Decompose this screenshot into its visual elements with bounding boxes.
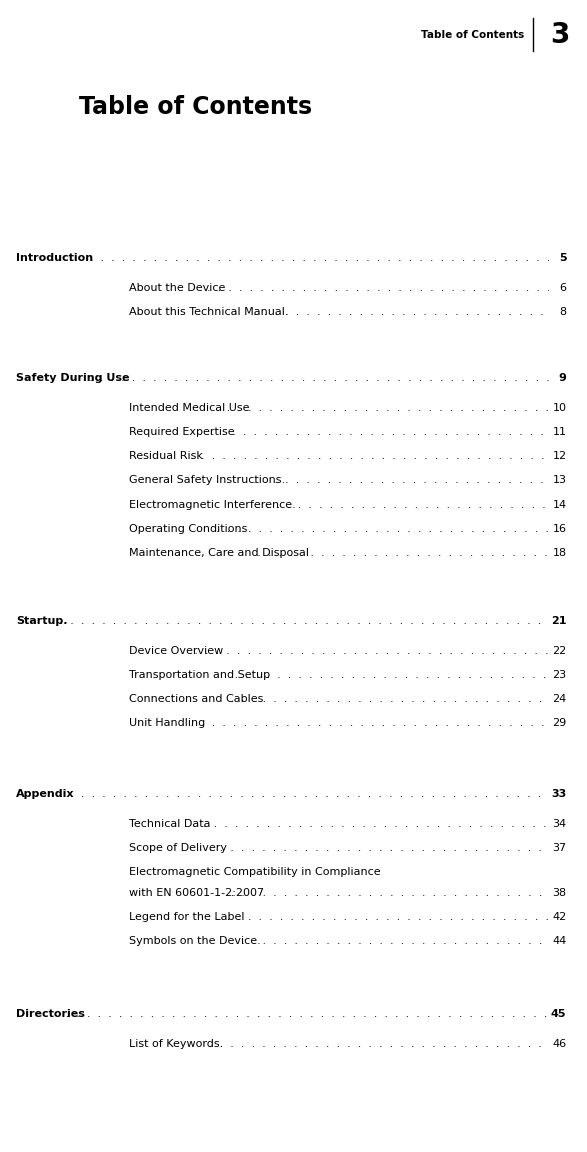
Text: Transportation and Setup: Transportation and Setup: [129, 670, 270, 680]
Text: Intended Medical Use: Intended Medical Use: [129, 403, 249, 412]
Text: Safety During Use: Safety During Use: [16, 373, 130, 382]
Text: 3: 3: [549, 21, 569, 48]
Text: .  .  .  .  .  .  .  .  .  .  .  .  .  .  .  .  .  .  .  .  .  .  .  .  .  .  . : . . . . . . . . . . . . . . . . . . . . …: [0, 937, 587, 946]
Text: .  .  .  .  .  .  .  .  .  .  .  .  .  .  .  .  .  .  .  .  .  .  .  .  .  .  . : . . . . . . . . . . . . . . . . . . . . …: [0, 373, 587, 382]
Text: 12: 12: [552, 452, 566, 461]
Text: .  .  .  .  .  .  .  .  .  .  .  .  .  .  .  .  .  .  .  .  .  .  .  .  .  .  . : . . . . . . . . . . . . . . . . . . . . …: [0, 548, 587, 558]
Text: .  .  .  .  .  .  .  .  .  .  .  .  .  .  .  .  .  .  .  .  .  .  .  .  .  .  . : . . . . . . . . . . . . . . . . . . . . …: [0, 912, 587, 922]
Text: 16: 16: [552, 524, 566, 533]
Text: .  .  .  .  .  .  .  .  .  .  .  .  .  .  .  .  .  .  .  .  .  .  .  .  .  .  . : . . . . . . . . . . . . . . . . . . . . …: [0, 476, 587, 485]
Text: 33: 33: [551, 789, 566, 798]
Text: Device Overview: Device Overview: [129, 646, 224, 655]
Text: Residual Risk: Residual Risk: [129, 452, 203, 461]
Text: .  .  .  .  .  .  .  .  .  .  .  .  .  .  .  .  .  .  .  .  .  .  .  .  .  .  . : . . . . . . . . . . . . . . . . . . . . …: [0, 500, 587, 509]
Text: .  .  .  .  .  .  .  .  .  .  .  .  .  .  .  .  .  .  .  .  .  .  .  .  .  .  . : . . . . . . . . . . . . . . . . . . . . …: [0, 719, 587, 728]
Text: 13: 13: [552, 476, 566, 485]
Text: .  .  .  .  .  .  .  .  .  .  .  .  .  .  .  .  .  .  .  .  .  .  .  .  .  .  . : . . . . . . . . . . . . . . . . . . . . …: [0, 427, 587, 437]
Text: 45: 45: [551, 1009, 566, 1018]
Text: .  .  .  .  .  .  .  .  .  .  .  .  .  .  .  .  .  .  .  .  .  .  .  .  .  .  . : . . . . . . . . . . . . . . . . . . . . …: [0, 646, 587, 655]
Text: .  .  .  .  .  .  .  .  .  .  .  .  .  .  .  .  .  .  .  .  .  .  .  .  .  .  . : . . . . . . . . . . . . . . . . . . . . …: [0, 1009, 587, 1018]
Text: 6: 6: [559, 283, 566, 293]
Text: Symbols on the Device.: Symbols on the Device.: [129, 937, 261, 946]
Text: Table of Contents: Table of Contents: [79, 96, 312, 119]
Text: 42: 42: [552, 912, 566, 922]
Text: 37: 37: [552, 843, 566, 852]
Text: Scope of Delivery: Scope of Delivery: [129, 843, 227, 852]
Text: .  .  .  .  .  .  .  .  .  .  .  .  .  .  .  .  .  .  .  .  .  .  .  .  .  .  . : . . . . . . . . . . . . . . . . . . . . …: [0, 253, 587, 263]
Text: 44: 44: [552, 937, 566, 946]
Text: Table of Contents: Table of Contents: [421, 30, 524, 39]
Text: 14: 14: [552, 500, 566, 509]
Text: Electromagnetic Compatibility in Compliance: Electromagnetic Compatibility in Complia…: [129, 867, 381, 877]
Text: 38: 38: [552, 888, 566, 897]
Text: Technical Data: Technical Data: [129, 819, 211, 828]
Text: .  .  .  .  .  .  .  .  .  .  .  .  .  .  .  .  .  .  .  .  .  .  .  .  .  .  . : . . . . . . . . . . . . . . . . . . . . …: [0, 308, 587, 317]
Text: 18: 18: [552, 548, 566, 558]
Text: About the Device: About the Device: [129, 283, 225, 293]
Text: .  .  .  .  .  .  .  .  .  .  .  .  .  .  .  .  .  .  .  .  .  .  .  .  .  .  . : . . . . . . . . . . . . . . . . . . . . …: [0, 819, 587, 828]
Text: .  .  .  .  .  .  .  .  .  .  .  .  .  .  .  .  .  .  .  .  .  .  .  .  .  .  . : . . . . . . . . . . . . . . . . . . . . …: [0, 616, 587, 626]
Text: About this Technical Manual.: About this Technical Manual.: [129, 308, 289, 317]
Text: Electromagnetic Interference.: Electromagnetic Interference.: [129, 500, 296, 509]
Text: Connections and Cables: Connections and Cables: [129, 695, 264, 704]
Text: .  .  .  .  .  .  .  .  .  .  .  .  .  .  .  .  .  .  .  .  .  .  .  .  .  .  . : . . . . . . . . . . . . . . . . . . . . …: [0, 888, 587, 897]
Text: .  .  .  .  .  .  .  .  .  .  .  .  .  .  .  .  .  .  .  .  .  .  .  .  .  .  . : . . . . . . . . . . . . . . . . . . . . …: [0, 403, 587, 412]
Text: 29: 29: [552, 719, 566, 728]
Text: with EN 60601-1-2:2007: with EN 60601-1-2:2007: [129, 888, 264, 897]
Text: 8: 8: [559, 308, 566, 317]
Text: .  .  .  .  .  .  .  .  .  .  .  .  .  .  .  .  .  .  .  .  .  .  .  .  .  .  . : . . . . . . . . . . . . . . . . . . . . …: [0, 843, 587, 852]
Text: Unit Handling: Unit Handling: [129, 719, 205, 728]
Text: .  .  .  .  .  .  .  .  .  .  .  .  .  .  .  .  .  .  .  .  .  .  .  .  .  .  . : . . . . . . . . . . . . . . . . . . . . …: [0, 283, 587, 293]
Text: List of Keywords.: List of Keywords.: [129, 1039, 224, 1048]
Text: 11: 11: [552, 427, 566, 437]
Text: Introduction: Introduction: [16, 253, 93, 263]
Text: 23: 23: [552, 670, 566, 680]
Text: 9: 9: [559, 373, 566, 382]
Text: .  .  .  .  .  .  .  .  .  .  .  .  .  .  .  .  .  .  .  .  .  .  .  .  .  .  . : . . . . . . . . . . . . . . . . . . . . …: [0, 452, 587, 461]
Text: .  .  .  .  .  .  .  .  .  .  .  .  .  .  .  .  .  .  .  .  .  .  .  .  .  .  . : . . . . . . . . . . . . . . . . . . . . …: [0, 789, 587, 798]
Text: .  .  .  .  .  .  .  .  .  .  .  .  .  .  .  .  .  .  .  .  .  .  .  .  .  .  . : . . . . . . . . . . . . . . . . . . . . …: [0, 524, 587, 533]
Text: Startup.: Startup.: [16, 616, 68, 626]
Text: Directories: Directories: [16, 1009, 85, 1018]
Text: .  .  .  .  .  .  .  .  .  .  .  .  .  .  .  .  .  .  .  .  .  .  .  .  .  .  . : . . . . . . . . . . . . . . . . . . . . …: [0, 1039, 587, 1048]
Text: Appendix: Appendix: [16, 789, 75, 798]
Text: 10: 10: [552, 403, 566, 412]
Text: 34: 34: [552, 819, 566, 828]
Text: 5: 5: [559, 253, 566, 263]
Text: 24: 24: [552, 695, 566, 704]
Text: General Safety Instructions.: General Safety Instructions.: [129, 476, 285, 485]
Text: Maintenance, Care and Disposal: Maintenance, Care and Disposal: [129, 548, 309, 558]
Text: 22: 22: [552, 646, 566, 655]
Text: .  .  .  .  .  .  .  .  .  .  .  .  .  .  .  .  .  .  .  .  .  .  .  .  .  .  . : . . . . . . . . . . . . . . . . . . . . …: [0, 695, 587, 704]
Text: Operating Conditions: Operating Conditions: [129, 524, 248, 533]
Text: 21: 21: [551, 616, 566, 626]
Text: 46: 46: [552, 1039, 566, 1048]
Text: .  .  .  .  .  .  .  .  .  .  .  .  .  .  .  .  .  .  .  .  .  .  .  .  .  .  . : . . . . . . . . . . . . . . . . . . . . …: [0, 670, 587, 680]
Text: Required Expertise: Required Expertise: [129, 427, 235, 437]
Text: Legend for the Label: Legend for the Label: [129, 912, 245, 922]
